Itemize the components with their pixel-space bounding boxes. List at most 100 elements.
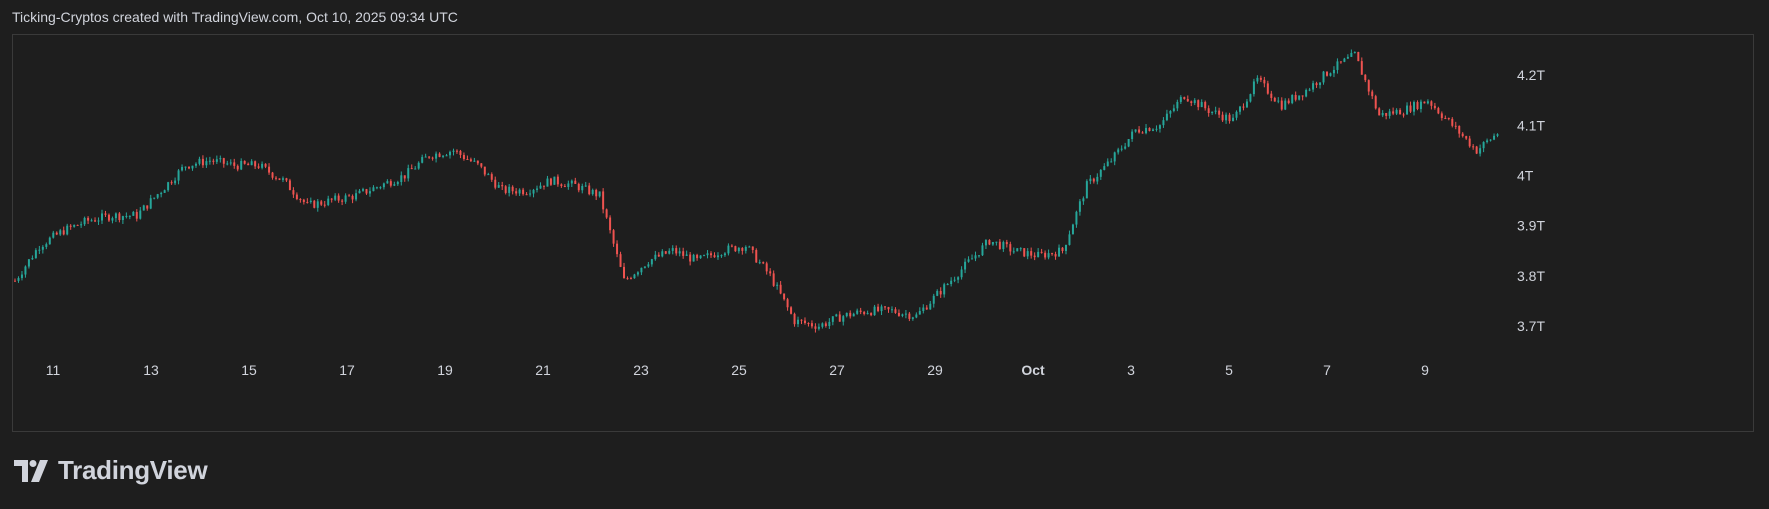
candle-body: [744, 246, 747, 251]
candle-body: [1134, 129, 1137, 132]
candle-body: [494, 179, 497, 188]
candle-body: [1019, 248, 1022, 250]
candle-body: [1148, 127, 1151, 131]
candle-body: [1082, 198, 1085, 202]
candle-body: [118, 213, 121, 221]
candle-body: [1284, 100, 1287, 110]
y-tick-label: 4.2T: [1517, 67, 1545, 83]
candle-body: [570, 180, 573, 184]
candle-body: [1054, 254, 1057, 257]
candle-body: [918, 311, 921, 315]
candle-body: [998, 241, 1001, 250]
candle-body: [219, 158, 222, 160]
candle-body: [783, 293, 786, 300]
candle-body: [389, 181, 392, 186]
candle-body: [1350, 52, 1353, 57]
candle-body: [1155, 128, 1158, 130]
candle-body: [1179, 97, 1182, 102]
candle-body: [38, 249, 41, 251]
candle-body: [640, 267, 643, 273]
candle-body: [476, 160, 479, 164]
candle-body: [163, 190, 166, 193]
candle-body: [737, 248, 740, 252]
candle-body: [320, 201, 323, 205]
tradingview-logo[interactable]: TradingView: [14, 455, 208, 486]
candle-body: [295, 194, 298, 200]
candle-body: [939, 290, 942, 295]
candle-body: [810, 323, 813, 327]
candle-body: [1291, 94, 1294, 104]
candle-body: [556, 176, 559, 185]
candle-body: [1336, 61, 1339, 70]
candle-body: [936, 290, 939, 296]
candle-body: [170, 182, 173, 184]
candle-body: [904, 313, 907, 315]
chart-attribution: Ticking-Cryptos created with TradingView…: [12, 9, 458, 25]
candle-body: [285, 178, 288, 181]
candle-body: [94, 220, 97, 222]
candle-body: [984, 240, 987, 246]
candle-body: [414, 168, 417, 170]
candle-body: [943, 284, 946, 295]
candle-body: [574, 180, 577, 184]
candle-body: [723, 253, 726, 256]
candle-body: [616, 243, 619, 255]
candle-body: [1162, 120, 1165, 126]
candle-body: [1061, 247, 1064, 251]
candle-body: [828, 321, 831, 327]
candle-body: [964, 261, 967, 270]
candle-body: [382, 183, 385, 188]
candle-body: [797, 319, 800, 325]
candle-body: [299, 199, 302, 201]
candle-body: [410, 168, 413, 170]
candle-body: [135, 211, 138, 219]
candlestick-chart[interactable]: 4.2T 4.1T 4T 3.9T 3.8T 3.7T 11 13 15 17 19 21 23 25 2…: [13, 35, 1753, 431]
candle-body: [358, 190, 361, 194]
candle-body: [379, 187, 382, 189]
candle-body: [302, 199, 305, 203]
y-tick-label: 4T: [1517, 167, 1534, 183]
candle-body: [1169, 111, 1172, 114]
candle-body: [1047, 253, 1050, 258]
candle-body: [720, 255, 723, 257]
chart-area[interactable]: 4.2T 4.1T 4T 3.9T 3.8T 3.7T 11 13 15 17 19 21 23 25 2…: [12, 34, 1754, 432]
candle-body: [1433, 105, 1436, 109]
candle-body: [1475, 146, 1478, 154]
candle-body: [466, 159, 469, 161]
candle-body: [814, 326, 817, 329]
candle-body: [233, 162, 236, 166]
candle-body: [1016, 248, 1019, 252]
candle-body: [330, 198, 333, 200]
candle-body: [553, 176, 556, 185]
candle-body: [1447, 118, 1450, 120]
candle-body: [1287, 100, 1290, 104]
candle-body: [967, 259, 970, 262]
candle-body: [981, 245, 984, 256]
candle-body: [1225, 114, 1228, 121]
candle-body: [1409, 105, 1412, 112]
candle-body: [682, 251, 685, 256]
candle-body: [257, 166, 260, 168]
candle-body: [563, 186, 566, 188]
candle-body: [1120, 148, 1123, 150]
candle-body: [149, 198, 152, 209]
candle-body: [1096, 176, 1099, 182]
candle-body: [508, 186, 511, 193]
candle-body: [605, 209, 608, 218]
candle-body: [730, 245, 733, 247]
candle-body: [890, 309, 893, 311]
candle-body: [41, 246, 44, 250]
candle-body: [678, 251, 681, 254]
candle-body: [668, 250, 671, 254]
candle-body: [1245, 101, 1248, 108]
candle-body: [268, 166, 271, 173]
candle-body: [365, 189, 368, 194]
candle-body: [1151, 129, 1154, 131]
candle-body: [1033, 255, 1036, 258]
candle-body: [974, 255, 977, 259]
candle-body: [156, 194, 159, 198]
candle-body: [1322, 71, 1325, 83]
candle-body: [567, 183, 570, 187]
candle-body: [696, 254, 699, 259]
candle-body: [1301, 95, 1304, 97]
